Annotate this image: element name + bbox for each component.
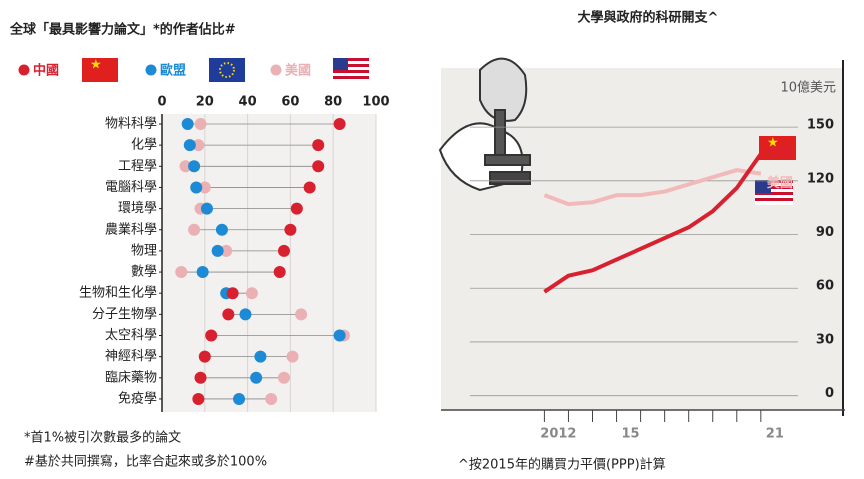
dot	[254, 350, 267, 363]
y-tick-label: 化學	[131, 138, 157, 153]
dot	[233, 392, 246, 405]
dot	[192, 392, 205, 405]
plot-background	[441, 68, 844, 410]
legend-marker	[270, 64, 282, 76]
dot	[245, 287, 258, 300]
dot	[181, 118, 194, 130]
dot	[273, 266, 286, 279]
footnote: ^按2015年的購買力平價(PPP)計算	[458, 457, 666, 473]
dot	[265, 392, 278, 405]
dot	[303, 181, 316, 194]
y-tick-label: 生物和生化學	[79, 286, 157, 301]
y-tick-label: 物理	[131, 243, 157, 258]
footnote: #基於共同撰寫，比率合起來或多於100%	[24, 454, 267, 470]
dot	[277, 244, 290, 257]
y-tick-label: 工程學	[118, 159, 157, 174]
y-tick-label: 150	[807, 118, 834, 133]
unit-label: 10億美元	[780, 80, 836, 96]
dot	[190, 181, 203, 194]
dot	[194, 371, 207, 384]
legend-marker	[145, 64, 157, 76]
dot	[188, 160, 201, 173]
y-tick-label: 數學	[131, 265, 157, 280]
y-tick-label: 免疫學	[118, 390, 157, 406]
flag-china: ★	[759, 136, 796, 160]
plot-background	[162, 114, 376, 412]
series-label: 美國	[767, 175, 793, 191]
svg-text:★: ★	[90, 58, 102, 73]
x-tick-label: 20	[196, 95, 214, 110]
dot	[312, 160, 325, 173]
flag-usa	[333, 58, 369, 82]
dot	[277, 371, 290, 384]
dot	[215, 223, 228, 236]
dot	[198, 350, 211, 363]
dot	[290, 202, 303, 215]
scientist-illustration	[438, 57, 531, 192]
series-label: 中國	[767, 145, 793, 161]
dot	[286, 350, 299, 363]
y-tick-label: 120	[807, 171, 834, 186]
flag-usa	[755, 180, 793, 205]
y-tick-label: 環境學	[118, 201, 157, 216]
x-tick-label: 100	[362, 95, 389, 110]
dot	[192, 139, 205, 152]
dot	[200, 202, 213, 215]
x-tick-label: 2012	[540, 427, 576, 442]
y-tick-label: 電腦科學	[105, 180, 157, 195]
x-tick-label: 15	[622, 427, 640, 442]
dot	[198, 181, 211, 194]
x-tick-label: 60	[281, 95, 299, 110]
dot	[222, 308, 235, 321]
dot	[220, 244, 233, 257]
y-tick-label: 臨床藥物	[105, 370, 157, 385]
footnote: *首1%被引次數最多的論文	[24, 430, 181, 446]
y-tick-label: 太空科學	[105, 328, 157, 343]
dot	[179, 160, 192, 173]
line	[543, 152, 763, 294]
x-tick-label: 80	[324, 95, 342, 110]
dot	[312, 139, 325, 152]
dot	[205, 329, 218, 342]
legend-label: 歐盟	[160, 63, 186, 79]
y-tick-label: 農業科學	[105, 221, 157, 237]
dot	[226, 287, 239, 300]
y-tick-label: 分子生物學	[92, 307, 157, 322]
legend-label: 美國	[285, 63, 311, 79]
dot	[183, 139, 196, 152]
dot	[196, 266, 209, 279]
chart-title: 全球「最具影響力論文」*的作者佔比#	[9, 22, 236, 38]
legend-label: 中國	[33, 63, 59, 79]
chart-title: 大學與政府的科研開支^	[578, 10, 719, 26]
x-tick-label: 0	[157, 95, 166, 110]
dot	[188, 223, 201, 236]
dot	[239, 308, 252, 321]
line	[543, 168, 762, 207]
svg-text:★: ★	[767, 136, 779, 151]
flag-china: ★	[82, 58, 118, 82]
x-tick-label: 40	[239, 95, 257, 110]
dot	[284, 223, 297, 236]
y-tick-label: 0	[825, 386, 834, 401]
x-tick-label: 21	[766, 427, 784, 442]
dot	[250, 371, 263, 384]
y-tick-label: 物料科學	[105, 117, 157, 132]
dot	[175, 266, 188, 279]
y-tick-label: 60	[816, 279, 834, 294]
y-tick-label: 90	[816, 225, 834, 240]
dot	[211, 244, 224, 257]
y-tick-label: 神經科學	[105, 349, 157, 364]
dot	[194, 118, 207, 130]
dot	[333, 118, 346, 130]
y-tick-label: 30	[816, 332, 834, 347]
dot	[333, 329, 346, 342]
legend-marker	[18, 64, 30, 76]
dot	[295, 308, 308, 321]
flag-eu	[209, 58, 245, 82]
